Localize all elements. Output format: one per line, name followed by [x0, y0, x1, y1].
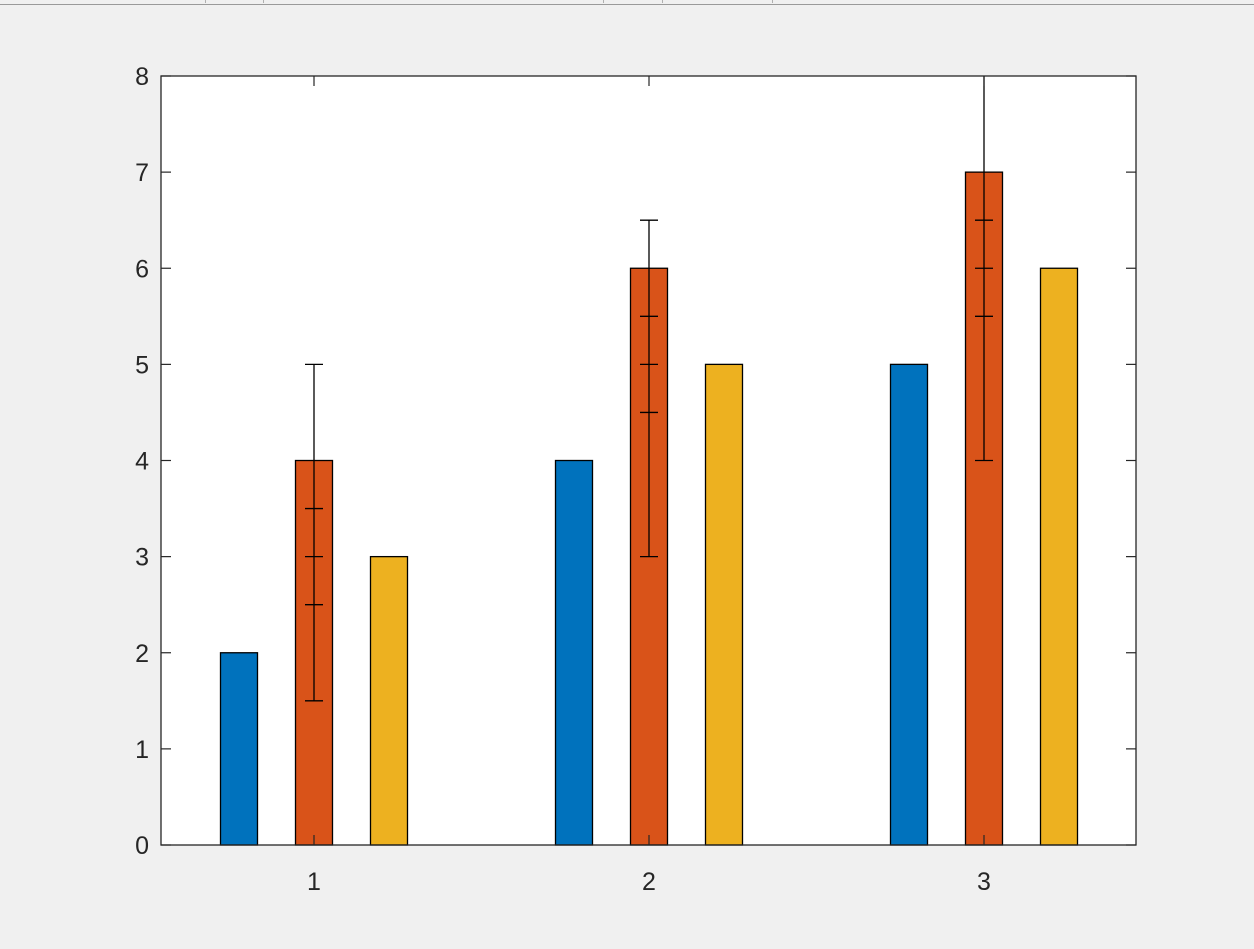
toolbar-separator: [603, 0, 604, 3]
y-tick-label: 7: [135, 159, 149, 187]
bar-series-1-cat-1: [219, 652, 259, 846]
x-tick-label: 1: [307, 868, 321, 896]
y-tick-label: 6: [135, 255, 149, 283]
y-tick-label: 4: [135, 448, 149, 476]
axes-layer: [160, 75, 1137, 846]
y-axis-tick-labels: 0 1 2 3 4 5 6 7 8: [135, 63, 149, 860]
toolbar-separator: [205, 0, 206, 3]
bar-series-3-cat-3: [1039, 267, 1079, 846]
bar-series-1-cat-3: [889, 363, 929, 846]
x-tick-label: 3: [977, 868, 991, 896]
bar-series-3-cat-1: [369, 555, 409, 846]
y-tick-label: 8: [135, 63, 149, 91]
toolbar-separator: [662, 0, 663, 3]
x-axis-tick-labels: 1 2 3: [307, 868, 991, 896]
y-tick-label: 3: [135, 544, 149, 572]
x-tick-label: 2: [642, 868, 656, 896]
y-tick-label: 2: [135, 640, 149, 668]
toolbar-separator: [263, 0, 264, 3]
y-tick-label: 1: [135, 736, 149, 764]
error-bars-layer: [305, 76, 993, 702]
y-tick-label: 0: [135, 832, 149, 860]
y-tick-label: 5: [135, 351, 149, 379]
bars-layer: [219, 171, 1079, 846]
toolbar-separator: [772, 0, 773, 3]
figure-toolbar-strip: [0, 0, 1254, 5]
bar-series-1-cat-2: [554, 459, 594, 846]
bar-series-3-cat-2: [704, 363, 744, 846]
